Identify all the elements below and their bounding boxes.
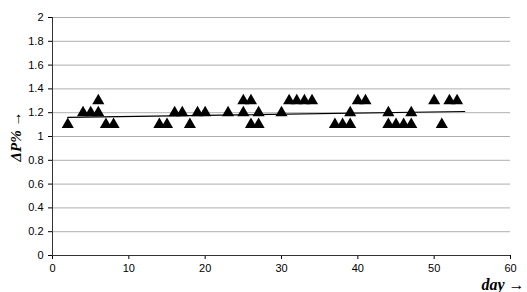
svg-text:30: 30 [275,262,287,274]
svg-text:2: 2 [37,11,43,23]
svg-text:1.2: 1.2 [28,106,43,118]
svg-text:1.4: 1.4 [28,82,43,94]
svg-text:0.6: 0.6 [28,178,43,190]
svg-text:0.2: 0.2 [28,225,43,237]
svg-text:0: 0 [37,249,43,261]
svg-text:1.6: 1.6 [28,59,43,71]
svg-text:10: 10 [123,262,135,274]
svg-text:60: 60 [504,262,516,274]
svg-text:40: 40 [352,262,364,274]
svg-text:ΔP% →: ΔP% → [8,112,24,163]
svg-text:0.8: 0.8 [28,154,43,166]
svg-text:0.4: 0.4 [28,201,43,213]
svg-text:1.8: 1.8 [28,35,43,47]
svg-text:day →: day → [481,276,524,292]
svg-text:1: 1 [37,130,43,142]
svg-text:0: 0 [49,262,55,274]
svg-text:50: 50 [428,262,440,274]
svg-text:20: 20 [199,262,211,274]
